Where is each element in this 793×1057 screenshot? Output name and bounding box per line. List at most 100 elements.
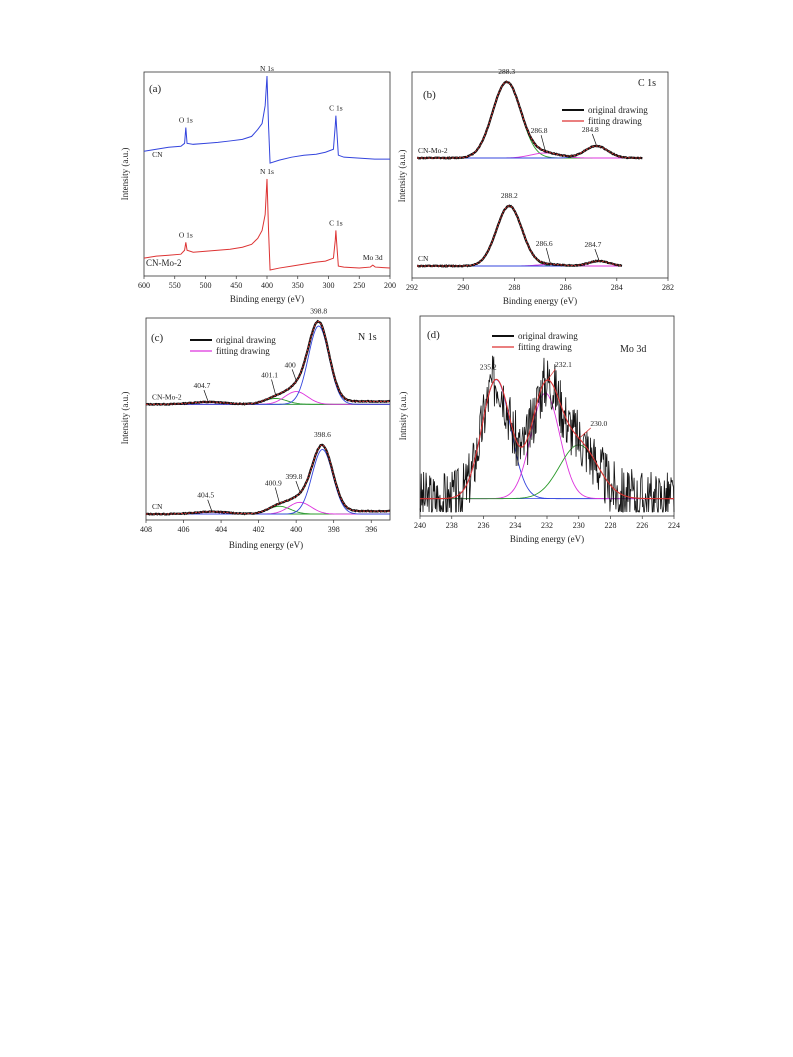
x-tick-label: 230 (573, 521, 585, 530)
x-tick-label: 234 (509, 521, 521, 530)
peak-pointer-284-8 (591, 133, 597, 146)
panel-d-xlabel: Binding energy (eV) (510, 534, 584, 544)
fitted-curve-cn-mo-2 (146, 321, 390, 405)
x-tick-label: 408 (140, 525, 152, 534)
x-tick-label: 224 (668, 521, 680, 530)
fitted-curve-cn-mo-2 (417, 81, 643, 159)
x-tick-label: 292 (406, 283, 418, 292)
x-tick-label: 400 (290, 525, 302, 534)
peak-label-230-0: 230.0 (590, 419, 607, 428)
sample-label-cn-mo-2: CN-Mo-2 (146, 258, 182, 268)
peak-label-cn-mo-2-401-1: 401.1 (261, 370, 278, 379)
x-tick-label: 290 (457, 283, 469, 292)
peak-label-cn-400-9: 400.9 (265, 478, 282, 487)
legend-label-original-drawing: original drawing (518, 331, 578, 341)
x-tick-label: 406 (178, 525, 190, 534)
peak-annotation-o-1s: O 1s (179, 115, 193, 124)
panel-c: 408 406 404 402 400 398 396 (c) N 1s original … (120, 306, 391, 550)
panel-b: 292 290 288 286 284 282 (b) C 1s original dra… (397, 67, 674, 306)
panel-c-x-ticks: 408 406 404 402 400 398 396 (140, 520, 377, 534)
fitted-curve-cn (146, 444, 390, 515)
peak-label-232-1: 232.1 (555, 360, 572, 369)
panel-a: 600 550 500 450 400 350 300 250 200 (a) Binding … (120, 64, 396, 304)
peak-pointer-400 (291, 369, 297, 381)
panel-b-xlabel: Binding energy (eV) (503, 296, 577, 306)
peak-annotation-o-1s: O 1s (179, 230, 193, 239)
peak-label-cn-mo-2-398-8: 398.8 (310, 306, 327, 315)
panel-a-plot (143, 75, 391, 271)
panel-c-frame (145, 317, 391, 521)
panel-a-x-ticks: 600 550 500 450 400 350 300 250 200 (138, 276, 396, 290)
x-tick-label: 236 (478, 521, 490, 530)
peak-label-cn-399-8: 399.8 (285, 472, 302, 481)
peak-pointer-404-5 (207, 499, 213, 511)
x-tick-label: 226 (636, 521, 648, 530)
x-tick-label: 288 (508, 283, 520, 292)
peak-pointer-230-0 (580, 427, 591, 438)
peak-annotation-c-1s: C 1s (329, 104, 343, 113)
component-peak-cn-288-2 (417, 205, 622, 267)
sample-label-cn-mo-2: CN-Mo-2 (418, 146, 448, 155)
panel-d-annotations: 235.2 232.1 230.0 (480, 360, 607, 438)
panel-d: 240 238 236 234 232 230 228 226 224 (d) Mo 3d or… (398, 315, 680, 544)
panel-a-annotations: N 1s O 1s C 1s N 1s O 1s C 1s Mo 3d CN CN-Mo-2 (146, 64, 383, 268)
sample-label-cn: CN (418, 254, 429, 263)
peak-label-235-2: 235.2 (480, 362, 497, 371)
x-tick-label: 600 (138, 281, 150, 290)
x-tick-label: 286 (560, 283, 572, 292)
peak-label-cn-284-7: 284.7 (584, 240, 601, 249)
legend-label-original-drawing: original drawing (216, 335, 276, 345)
panel-d-plot (419, 355, 675, 513)
panel-b-plot (417, 80, 643, 268)
x-tick-label: 396 (365, 525, 377, 534)
x-tick-label: 450 (230, 281, 242, 290)
x-tick-label: 404 (215, 525, 227, 534)
peak-pointer-400-9 (274, 487, 280, 503)
peak-label-cn-398-6: 398.6 (314, 430, 331, 439)
panel-b-annotations: 288.3 286.8 284.8 CN-Mo-2 288.2 286.6 284.7 CN (418, 67, 602, 264)
peak-annotation-n-1s: N 1s (260, 167, 274, 176)
x-tick-label: 398 (328, 525, 340, 534)
peak-pointer-284-7 (594, 248, 600, 261)
panel-b-frame (411, 71, 669, 279)
peak-annotation-n-1s: N 1s (260, 64, 274, 73)
peak-annotation-mo-3d: Mo 3d (363, 253, 383, 262)
x-tick-label: 240 (414, 521, 426, 530)
peak-label-cn-mo-2-286-8: 286.8 (531, 126, 548, 135)
x-tick-label: 228 (605, 521, 617, 530)
panel-b-x-ticks: 292 290 288 286 284 282 (406, 278, 674, 292)
fitted-curve (420, 378, 674, 500)
peak-label-cn-mo-2-288-3: 288.3 (498, 67, 515, 76)
x-tick-label: 238 (446, 521, 458, 530)
panel-c-ylabel: Intensity (a.u.) (120, 392, 130, 445)
fitted-curve-cn (417, 205, 622, 267)
sample-label-cn-mo-2: CN-Mo-2 (152, 392, 182, 401)
x-tick-label: 300 (323, 281, 335, 290)
peak-pointer-399-8 (295, 480, 301, 493)
x-tick-label: 500 (200, 281, 212, 290)
original-curve-cn-mo-2 (145, 319, 391, 406)
panel-c-label: (c) (151, 332, 164, 344)
peak-pointer-286-8 (540, 135, 546, 151)
x-tick-label: 400 (261, 281, 273, 290)
panel-c-corner-label: N 1s (358, 332, 377, 343)
legend-label-fitting-drawing: fitting drawing (216, 346, 270, 356)
x-tick-label: 402 (253, 525, 265, 534)
panel-c-annotations: 404.7 401.1 400 398.8 CN-Mo-2 404.5 400.9399.8… (152, 306, 331, 511)
panel-b-ylabel: Intensity (a.u.) (397, 150, 407, 203)
peak-pointer-401-1 (271, 379, 276, 395)
panel-a-label: (a) (149, 83, 162, 95)
panel-b-corner-label: C 1s (638, 78, 656, 89)
sample-label-cn: CN (152, 502, 163, 511)
legend-label-original-drawing: original drawing (588, 105, 648, 115)
peak-pointer-286-6 (545, 247, 551, 264)
peak-label-cn-288-2: 288.2 (501, 191, 518, 200)
x-tick-label: 350 (292, 281, 304, 290)
peak-label-cn-mo-2-284-8: 284.8 (582, 125, 599, 134)
series-line-cn (143, 75, 390, 164)
x-tick-label: 284 (611, 283, 623, 292)
